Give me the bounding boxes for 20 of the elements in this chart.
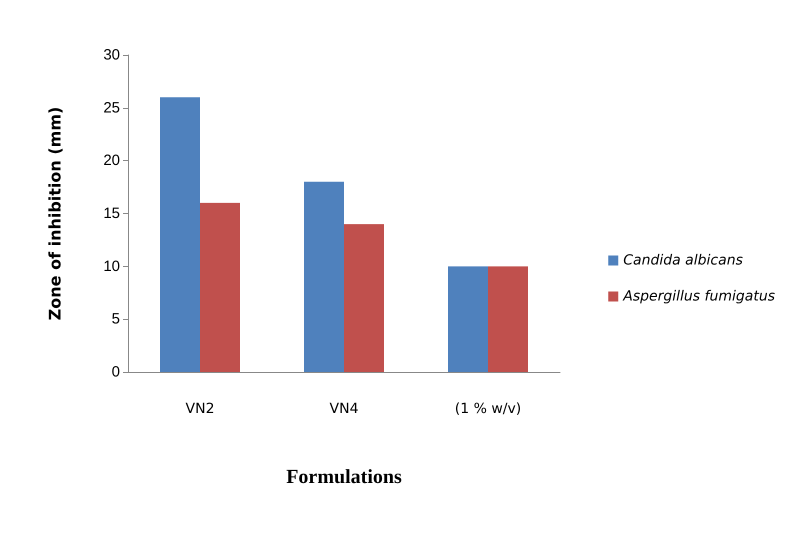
- y-tick-label: 25: [103, 99, 120, 116]
- y-tick-label: 5: [112, 310, 120, 328]
- x-axis-title: Formulations: [286, 466, 402, 488]
- x-tick-label: VN2: [186, 401, 214, 417]
- y-tick-label: 0: [112, 364, 120, 380]
- legend-label: Candida albicans: [623, 252, 743, 268]
- bar: [344, 224, 384, 372]
- bar: [200, 202, 240, 372]
- bar: [488, 266, 528, 372]
- y-tick-label: 15: [103, 205, 120, 222]
- bar: [448, 266, 488, 372]
- x-tick-label: VN4: [330, 401, 359, 417]
- y-tick-label: 10: [103, 258, 120, 275]
- legend-label: Aspergillus fumigatus: [622, 288, 776, 304]
- y-tick-label: 30: [103, 46, 120, 64]
- bar: [160, 97, 200, 372]
- y-axis-title: Zone of inhibition (mm): [46, 106, 64, 320]
- bar: [304, 182, 344, 372]
- y-tick-label: 20: [103, 152, 120, 170]
- x-tick-label: (1 % w/v): [454, 401, 522, 417]
